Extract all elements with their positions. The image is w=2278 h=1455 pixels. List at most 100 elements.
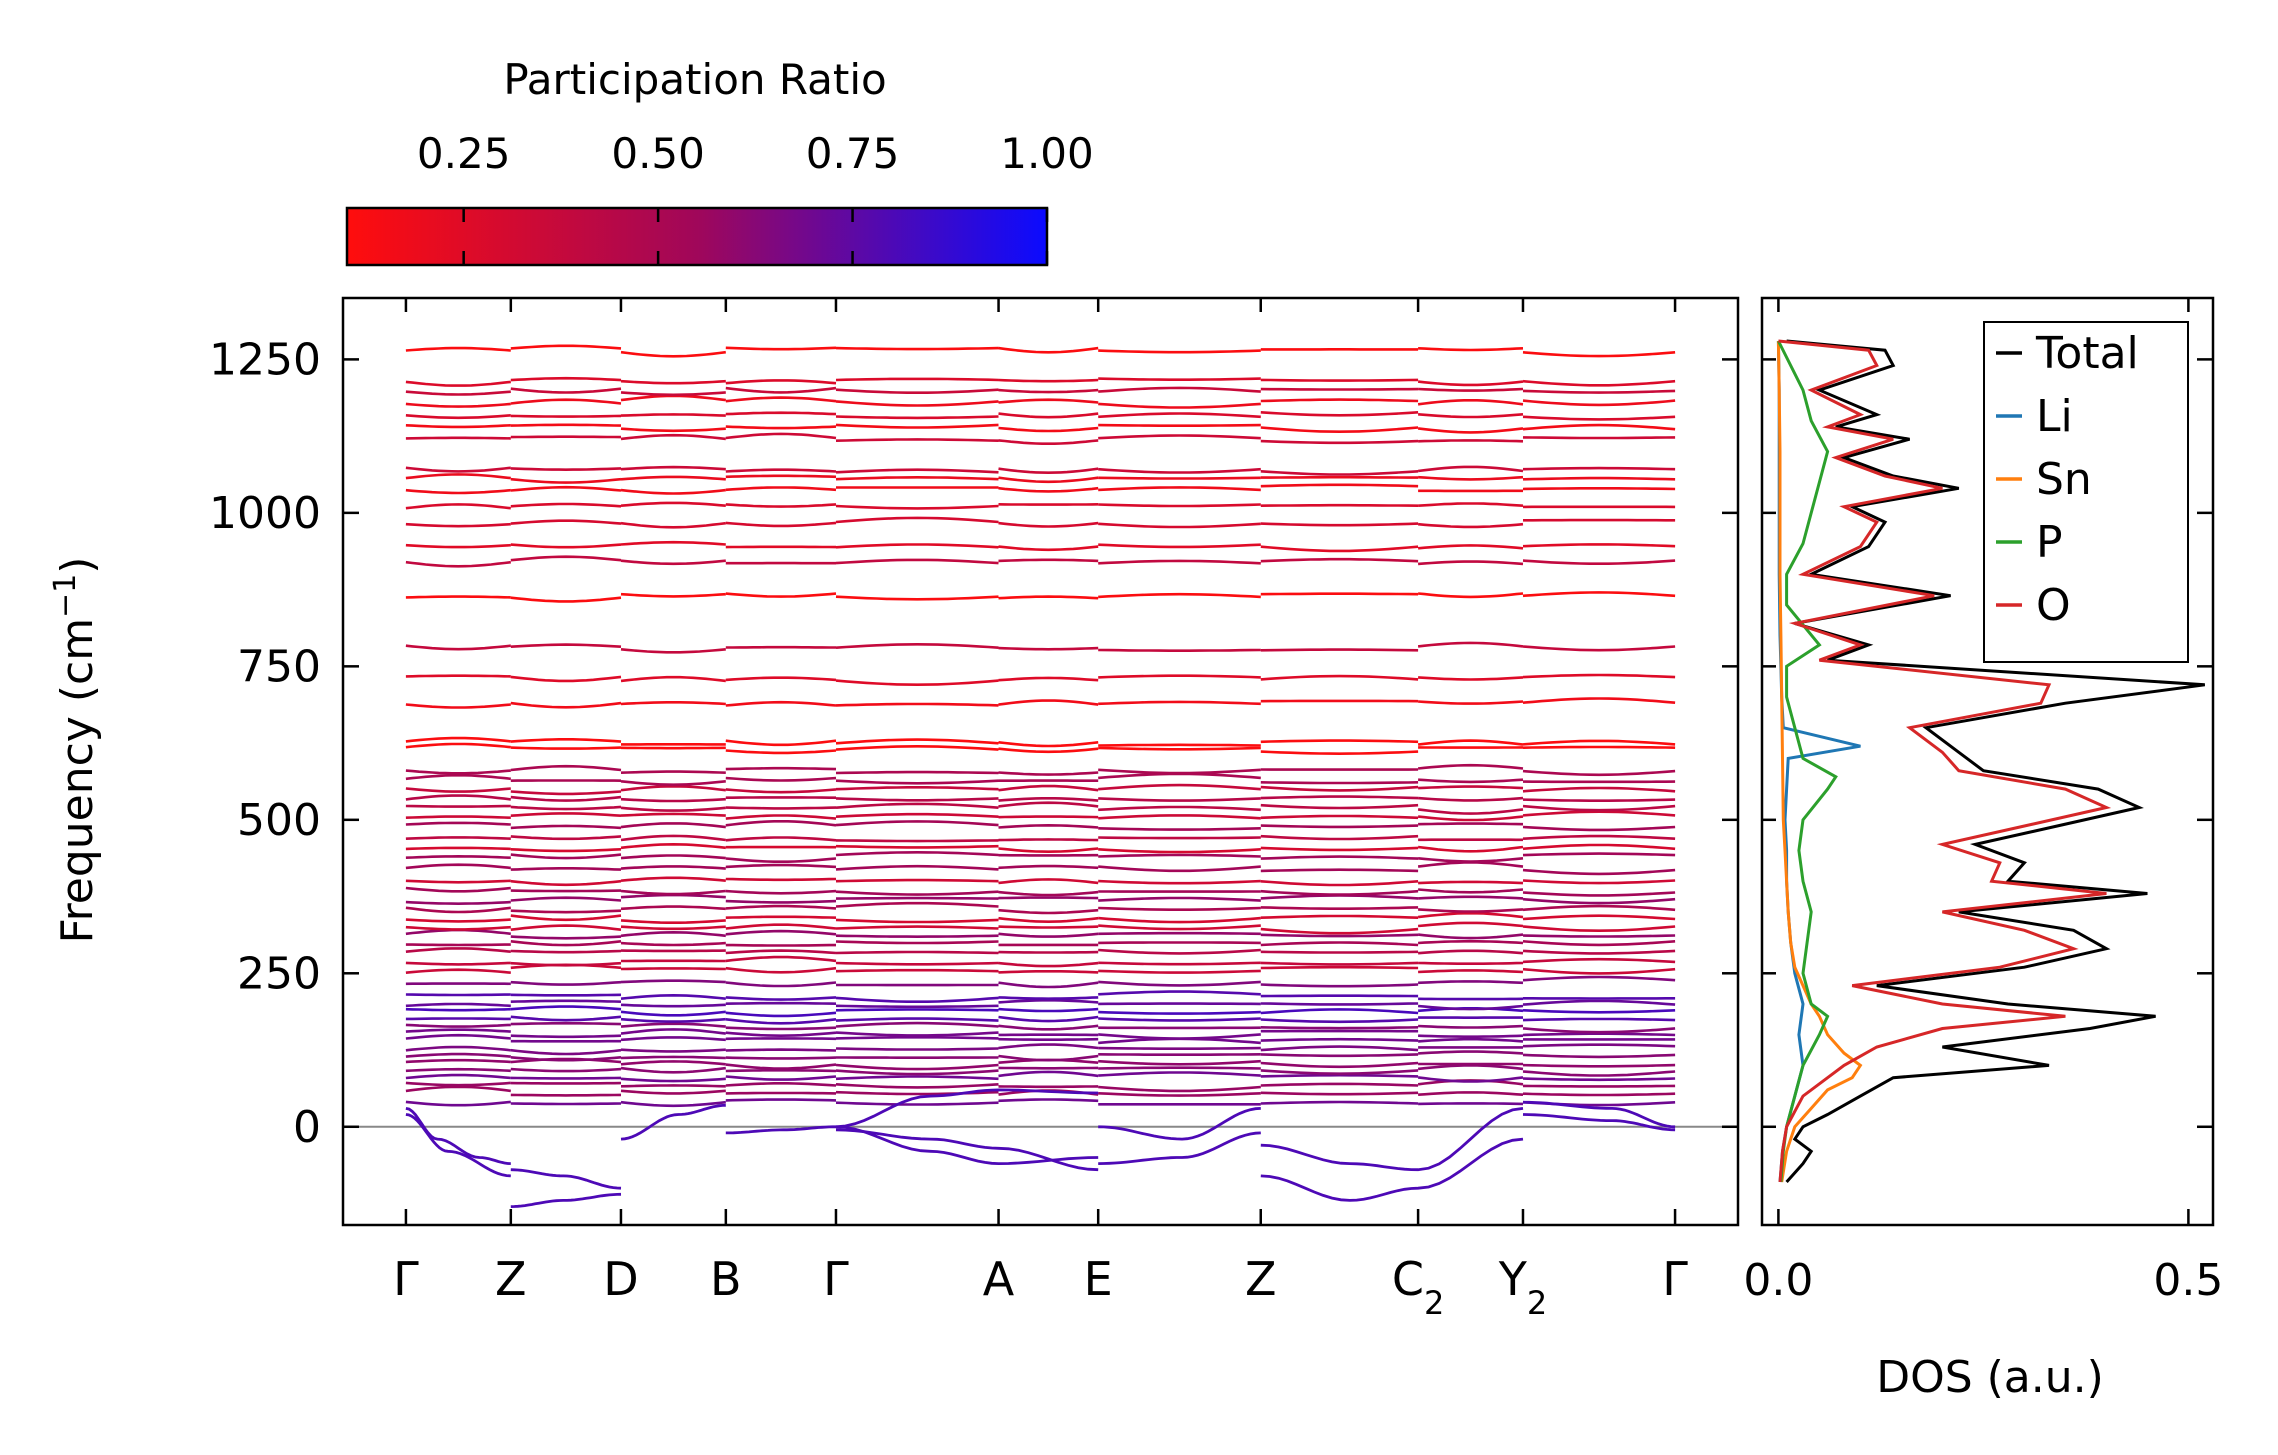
phonon-band xyxy=(835,940,999,945)
dos-series-o xyxy=(1778,339,2112,1183)
phonon-band xyxy=(405,993,511,997)
phonon-band xyxy=(725,857,837,864)
phonon-band xyxy=(405,804,511,808)
y-tick-label: 250 xyxy=(237,948,321,999)
phonon-band xyxy=(835,1008,999,1012)
phonon-band xyxy=(1418,969,1524,974)
phonon-band xyxy=(620,1017,726,1023)
phonon-band xyxy=(405,1045,511,1052)
phonon-band xyxy=(725,1026,837,1031)
phonon-band xyxy=(998,864,1099,870)
phonon-band xyxy=(998,646,1099,651)
phonon-band xyxy=(835,468,999,474)
phonon-band xyxy=(405,414,511,420)
phonon-band xyxy=(725,806,837,810)
phonon-band xyxy=(998,908,1099,915)
phonon-band xyxy=(405,380,511,387)
phonon-band xyxy=(725,915,837,919)
phonon-band xyxy=(510,795,622,802)
phonon-band xyxy=(1522,834,1676,840)
phonon-band xyxy=(835,738,999,745)
phonon-band xyxy=(1098,1059,1261,1066)
phonon-band xyxy=(1260,824,1419,829)
phonon-band xyxy=(998,412,1099,419)
phonon-band xyxy=(1522,1084,1676,1088)
phonon-band xyxy=(510,344,622,350)
phonon-band xyxy=(405,1073,511,1080)
phonon-band xyxy=(1418,439,1524,443)
phonon-band xyxy=(1522,543,1676,548)
phonon-band xyxy=(1522,415,1676,421)
phonon-band xyxy=(620,488,726,495)
phonon-band xyxy=(998,747,1099,754)
colorbar: Participation Ratio 0.25 0.50 0.75 1.00 xyxy=(345,55,1094,267)
phonon-band xyxy=(510,1048,622,1056)
phonon-band xyxy=(835,770,999,775)
phonon-band xyxy=(998,981,1099,989)
phonon-band xyxy=(1522,1009,1676,1014)
phonon-band xyxy=(835,839,999,843)
phonon-band xyxy=(510,1102,622,1106)
phonon-band xyxy=(1098,768,1261,775)
phonon-band xyxy=(620,1036,726,1042)
phonon-band xyxy=(510,414,622,418)
phonon-band xyxy=(1098,969,1261,974)
soft-mode-branch xyxy=(835,1088,1099,1129)
phonon-band xyxy=(1522,399,1676,407)
phonon-band xyxy=(1522,949,1676,955)
phonon-band xyxy=(620,394,726,402)
phonon-band xyxy=(1418,1091,1524,1096)
phonon-band xyxy=(620,413,726,417)
phonon-band xyxy=(1098,853,1261,858)
phonon-band xyxy=(1260,1037,1419,1042)
phonon-band xyxy=(998,476,1099,484)
phonon-band xyxy=(1522,810,1676,817)
y-tick-label: 1250 xyxy=(209,334,321,385)
phonon-band xyxy=(620,700,726,706)
phonon-band xyxy=(835,558,999,565)
phonon-band xyxy=(405,773,511,781)
phonon-band xyxy=(725,1048,837,1052)
phonon-band xyxy=(725,379,837,385)
phonon-band xyxy=(835,642,999,649)
phonon-band xyxy=(1522,1032,1676,1037)
phonon-band xyxy=(1260,814,1419,820)
phonon-band xyxy=(620,876,726,882)
phonon-band xyxy=(1260,1002,1419,1006)
y-tick-label: 1000 xyxy=(209,488,321,539)
phonon-band xyxy=(405,703,511,709)
phonon-band xyxy=(1418,502,1524,507)
kpoint-label: Z xyxy=(495,1252,527,1306)
phonon-band xyxy=(1260,868,1419,873)
kpoint-label: B xyxy=(710,1252,742,1306)
phonon-band xyxy=(835,802,999,809)
phonon-band xyxy=(835,820,999,827)
phonon-band xyxy=(405,961,511,966)
dos-x-tick-label: 0.5 xyxy=(2153,1255,2223,1306)
phonon-band xyxy=(835,896,999,900)
phonon-band xyxy=(510,824,622,830)
phonon-band xyxy=(998,486,1099,493)
phonon-band xyxy=(620,648,726,654)
phonon-band xyxy=(405,1002,511,1008)
soft-mode-branch xyxy=(1098,1107,1261,1141)
phonon-band xyxy=(620,559,726,566)
phonon-band xyxy=(1418,895,1524,900)
phonon-band xyxy=(510,980,622,986)
phonon-band xyxy=(405,503,511,510)
phonon-band xyxy=(405,466,511,473)
phonon-band xyxy=(405,886,511,893)
kpoint-label-text: D xyxy=(603,1252,638,1306)
phonon-band xyxy=(998,1054,1099,1062)
phonon-band xyxy=(1260,933,1419,938)
phonon-band xyxy=(620,925,726,931)
phonon-band xyxy=(405,1052,511,1058)
kpoint-label: Γ xyxy=(1662,1252,1688,1306)
phonon-band xyxy=(835,1101,999,1106)
phonon-band xyxy=(1522,868,1676,876)
phonon-band xyxy=(1417,544,1524,550)
phonon-band xyxy=(1260,795,1419,800)
phonon-band xyxy=(1522,843,1676,851)
phonon-band xyxy=(1522,1077,1676,1082)
